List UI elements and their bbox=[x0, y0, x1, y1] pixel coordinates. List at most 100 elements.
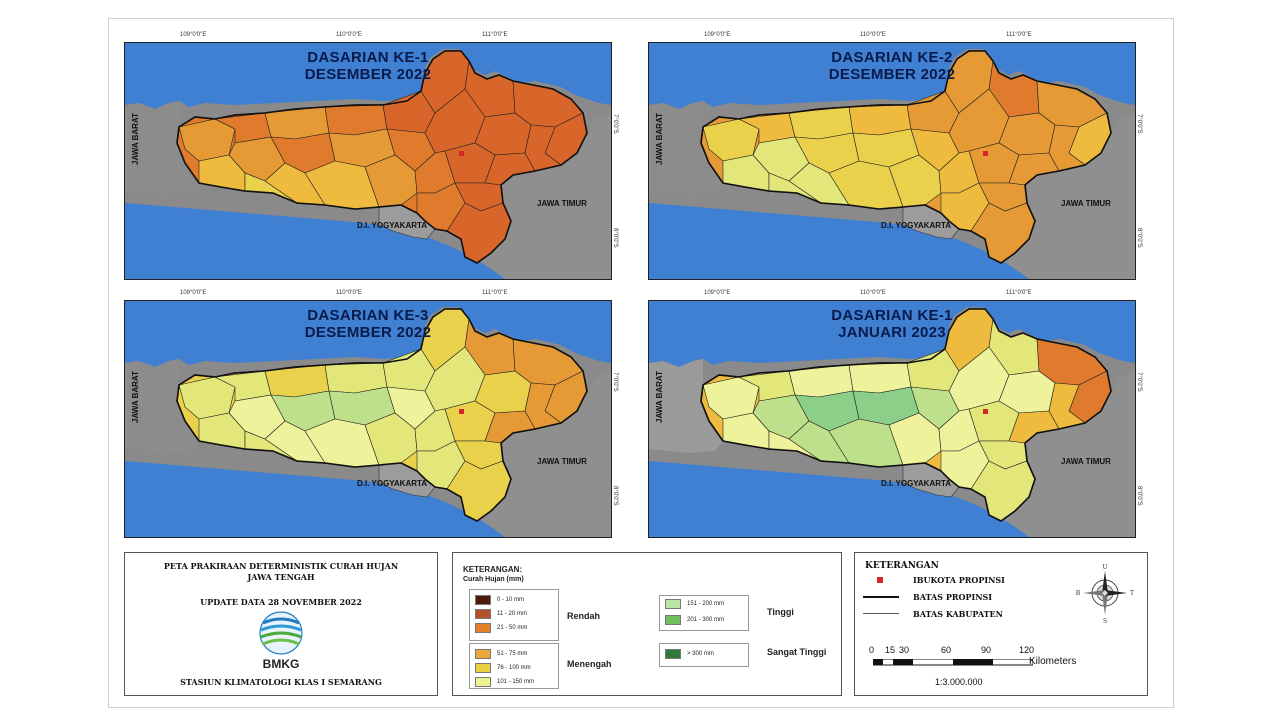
update-text: UPDATE DATA 28 NOVEMBER 2022 bbox=[200, 597, 362, 607]
scale-bar bbox=[873, 659, 1033, 666]
label-diy: D.I. YOGYAKARTA bbox=[357, 221, 428, 230]
legend-label: 201 - 300 mm bbox=[687, 617, 725, 623]
bmkg-logo bbox=[259, 611, 303, 655]
latitude-tick: 7°0'0"S bbox=[1136, 372, 1142, 392]
scale-tick: 60 bbox=[941, 645, 952, 655]
legend-swatch bbox=[475, 609, 491, 619]
region-jawa-timur bbox=[1001, 113, 1135, 279]
panel-title-line2: DESEMBER 2022 bbox=[304, 324, 432, 341]
legend-item: 0 - 10 mm bbox=[475, 595, 524, 605]
scale-tick: 0 bbox=[869, 645, 875, 655]
legend-swatch bbox=[665, 649, 681, 659]
longitude-tick: 111°0'0"E bbox=[1006, 32, 1032, 38]
label-jawa-timur: JAWA TIMUR bbox=[537, 457, 587, 466]
legend-swatch bbox=[475, 623, 491, 633]
batas-propinsi-outline bbox=[176, 50, 588, 264]
longitude-tick: 109°0'0"E bbox=[704, 32, 731, 38]
bmkg-logo-text: BMKG bbox=[262, 657, 300, 671]
legend-heading: KETERANGAN: bbox=[463, 565, 523, 574]
legend-item: 21 - 50 mm bbox=[475, 623, 527, 633]
compass-letter-u: U bbox=[1102, 564, 1107, 571]
ibukota-marker bbox=[459, 409, 464, 414]
latitude-tick: 7°0'0"S bbox=[612, 372, 618, 392]
station-text: STASIUN KLIMATOLOGI KLAS I SEMARANG bbox=[180, 677, 382, 687]
region-jawa-barat bbox=[125, 101, 199, 195]
legend-item: 201 - 300 mm bbox=[665, 615, 724, 625]
latitude-tick: 8°0'0"S bbox=[612, 486, 618, 506]
latitude-tick: 8°0'0"S bbox=[1136, 486, 1142, 506]
latitude-tick: 8°0'0"S bbox=[612, 228, 618, 248]
batas-propinsi-outline bbox=[700, 308, 1112, 522]
sea-south bbox=[125, 203, 505, 279]
map-panel-dasarian-1-desember: DASARIAN KE-1 DESEMBER 2022 JAWA BARAT JAWA… bbox=[124, 42, 612, 280]
label-diy: D.I. YOGYAKARTA bbox=[881, 479, 952, 488]
map-title-line1: PETA PRAKIRAAN DETERMINISTIK CURAH HUJAN bbox=[163, 561, 399, 571]
longitude-tick: 110°0'0"E bbox=[336, 32, 362, 38]
batas-kabupaten-label: BATAS KABUPATEN bbox=[913, 609, 1003, 619]
compass-letter-b: B bbox=[1076, 590, 1081, 597]
sea-south bbox=[649, 203, 1029, 279]
label-jawa-barat: JAWA BARAT bbox=[655, 371, 664, 423]
region-jawa-timur bbox=[1001, 371, 1135, 537]
map-svg bbox=[649, 301, 1135, 537]
legend-item: 51 - 75 mm bbox=[475, 649, 527, 659]
label-jawa-timur: JAWA TIMUR bbox=[537, 199, 587, 208]
panel-title-line1: DASARIAN KE-1 bbox=[307, 49, 429, 66]
scale-unit: Kilometers bbox=[1029, 656, 1077, 667]
legend-item: 151 - 200 mm bbox=[665, 599, 724, 609]
map-panel-dasarian-2-desember: DASARIAN KE-2 DESEMBER 2022 JAWA BARAT JAWA… bbox=[648, 42, 1136, 280]
legend-subheading: Curah Hujan (mm) bbox=[463, 576, 524, 583]
ibukota-marker bbox=[459, 151, 464, 156]
panel-title: DASARIAN KE-1 JANUARI 2023 bbox=[649, 307, 1135, 341]
latitude-tick: 8°0'0"S bbox=[1136, 228, 1142, 248]
label-jawa-barat: JAWA BARAT bbox=[131, 113, 140, 165]
legend-item: 101 - 150 mm bbox=[475, 677, 534, 687]
legend-label: 76 - 100 mm bbox=[497, 665, 531, 671]
ibukota-marker bbox=[983, 409, 988, 414]
scale-ratio: 1:3.000.000 bbox=[935, 677, 983, 687]
legend-item: 76 - 100 mm bbox=[475, 663, 531, 673]
map-panel-dasarian-3-desember: DASARIAN KE-3 DESEMBER 2022 JAWA BARAT JAWA… bbox=[124, 300, 612, 538]
map-svg bbox=[649, 43, 1135, 279]
legend-group-menengah: Menengah bbox=[567, 659, 612, 669]
panel-title-line1: DASARIAN KE-3 bbox=[307, 307, 429, 324]
longitude-tick: 111°0'0"E bbox=[482, 290, 508, 296]
label-diy: D.I. YOGYAKARTA bbox=[881, 221, 952, 230]
latitude-tick: 7°0'0"S bbox=[612, 114, 618, 134]
ibukota-symbol bbox=[877, 577, 883, 583]
map-title-line2: JAWA TENGAH bbox=[247, 572, 315, 582]
legend-group-rendah: Rendah bbox=[567, 611, 601, 621]
legend-group-box-low bbox=[469, 589, 559, 641]
label-jawa-barat: JAWA BARAT bbox=[655, 113, 664, 165]
legend-item: > 300 mm bbox=[665, 649, 714, 659]
legend-group-tinggi: Tinggi bbox=[767, 607, 794, 617]
batas-kabupaten-line bbox=[863, 613, 899, 614]
legend-swatch bbox=[665, 599, 681, 609]
legend-label: > 300 mm bbox=[687, 651, 714, 657]
region-jawa-barat bbox=[649, 359, 723, 453]
compass-letter-s: S bbox=[1103, 618, 1107, 625]
region-jawa-barat bbox=[649, 101, 723, 195]
batas-propinsi-label: BATAS PROPINSI bbox=[913, 592, 993, 602]
sea-south bbox=[125, 461, 505, 537]
latitude-tick: 7°0'0"S bbox=[1136, 114, 1142, 134]
batas-propinsi-line bbox=[863, 596, 899, 598]
map-title-box: PETA PRAKIRAAN DETERMINISTIK CURAH HUJAN… bbox=[124, 552, 438, 696]
legend-group-box-veryhigh bbox=[659, 643, 749, 667]
legend-swatch bbox=[475, 649, 491, 659]
map-panel-dasarian-1-januari: DASARIAN KE-1 JANUARI 2023 JAWA BARAT JAWA … bbox=[648, 300, 1136, 538]
scale-tick: 90 bbox=[981, 645, 992, 655]
longitude-tick: 110°0'0"E bbox=[860, 32, 886, 38]
rainfall-legend: KETERANGAN: Curah Hujan (mm) 0 - 10 mm 11… bbox=[452, 552, 842, 696]
region-jawa-timur bbox=[477, 371, 611, 537]
longitude-tick: 110°0'0"E bbox=[860, 290, 886, 296]
panel-title: DASARIAN KE-3 DESEMBER 2022 bbox=[125, 307, 611, 341]
longitude-tick: 109°0'0"E bbox=[704, 290, 731, 296]
panel-title-line1: DASARIAN KE-2 bbox=[831, 49, 953, 66]
ibukota-marker bbox=[983, 151, 988, 156]
map-svg bbox=[125, 43, 611, 279]
compass-rose-icon: U T S B bbox=[1076, 564, 1134, 625]
scale-tick: 30 bbox=[899, 645, 910, 655]
longitude-tick: 109°0'0"E bbox=[180, 32, 207, 38]
legend-swatch bbox=[475, 663, 491, 673]
